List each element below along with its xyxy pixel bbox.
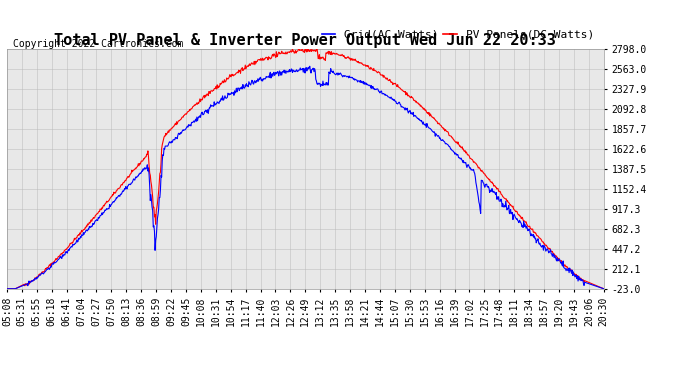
Title: Total PV Panel & Inverter Power Output Wed Jun 22 20:33: Total PV Panel & Inverter Power Output W…: [55, 33, 556, 48]
Legend: Grid(AC Watts), PV Panels(DC Watts): Grid(AC Watts), PV Panels(DC Watts): [317, 26, 598, 44]
Text: Copyright 2022 Cartronics.com: Copyright 2022 Cartronics.com: [13, 39, 184, 49]
